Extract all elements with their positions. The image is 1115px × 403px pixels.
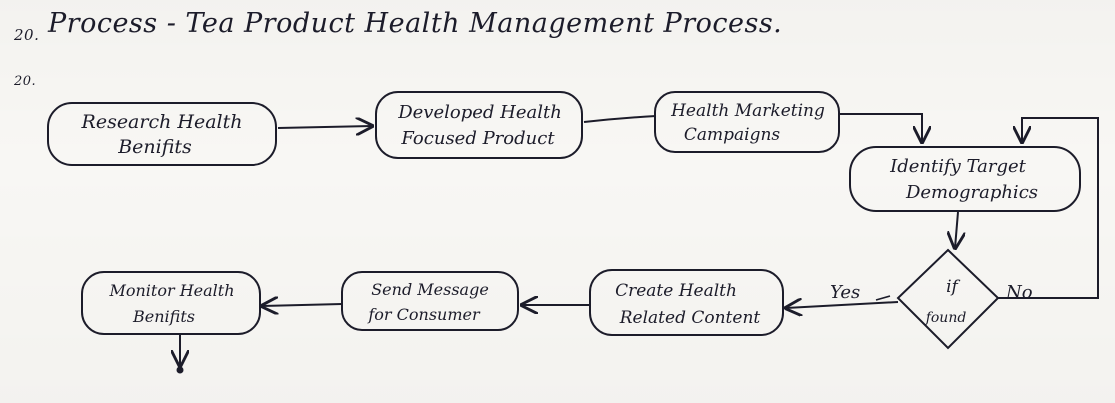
node-identify-target-demographics: Identify Target Demographics	[849, 146, 1081, 212]
decision-label-line2: found	[925, 310, 967, 326]
node-label-line2: Demographics	[905, 182, 1038, 203]
edge-label-yes: Yes	[830, 282, 860, 303]
decision-label-line1: if	[946, 277, 960, 297]
edge-identify-to-decision	[955, 211, 958, 248]
edge-developed-to-marketing	[583, 115, 657, 123]
node-label-line2: Benifits	[117, 136, 192, 158]
node-label-line2: Related Content	[619, 308, 761, 328]
edge-send-to-monitor	[262, 304, 343, 306]
node-label-line1: Identify Target	[889, 156, 1027, 177]
edge-no-loop	[998, 117, 1099, 299]
sub-number: 20.	[14, 74, 37, 89]
edge-yes-to-create	[786, 302, 899, 308]
edge-label-no: No	[1005, 282, 1033, 303]
node-create-health-content: Create Health Related Content	[589, 269, 784, 336]
end-point	[176, 366, 184, 374]
node-monitor-health-benefits: Monitor Health Benifits	[81, 271, 261, 335]
node-label-line1: Research Health	[81, 111, 243, 133]
title-number: 20.	[14, 26, 40, 44]
node-label-line1: Send Message	[371, 280, 489, 299]
page-title: Process - Tea Product Health Management …	[48, 8, 783, 39]
node-label-line1: Create Health	[615, 281, 737, 301]
node-label-line2: for Consumer	[367, 305, 481, 324]
node-label-line2: Focused Product	[400, 128, 555, 149]
node-health-marketing-campaigns: Health Marketing Campaigns	[654, 91, 840, 153]
node-research-health-benefits: Research Health Benifits	[47, 102, 277, 166]
node-label-line1: Health Marketing	[670, 101, 825, 121]
node-developed-health-product: Developed Health Focused Product	[375, 91, 583, 159]
edge-marketing-to-identify	[840, 113, 922, 142]
node-label-line2: Benifits	[132, 307, 195, 326]
node-send-message-consumer: Send Message for Consumer	[341, 271, 519, 331]
node-label-line1: Monitor Health	[108, 281, 234, 300]
node-decision-if-found: if found	[896, 248, 1000, 350]
edge-research-to-developed	[277, 126, 372, 128]
node-label-line1: Developed Health	[397, 102, 562, 123]
node-label-line2: Campaigns	[684, 125, 781, 145]
yes-dash	[875, 295, 891, 301]
